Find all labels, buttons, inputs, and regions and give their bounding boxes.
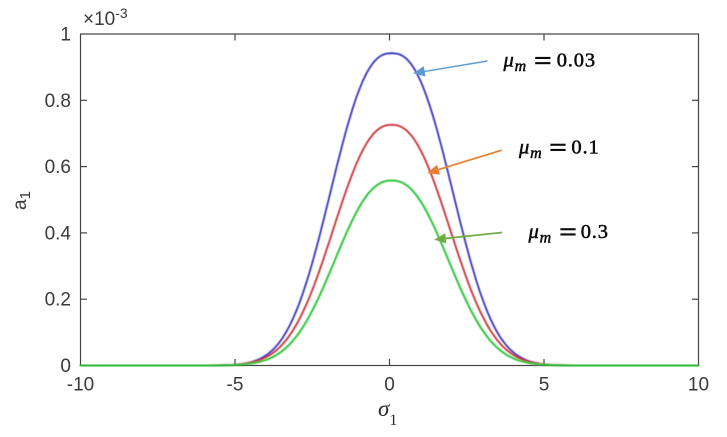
svg-text:0.1: 0.1 (571, 136, 599, 158)
svg-text:5: 5 (539, 375, 550, 396)
svg-text:σ1: σ1 (378, 396, 397, 429)
svg-text:0.6: 0.6 (45, 157, 71, 178)
svg-text:0.4: 0.4 (45, 223, 72, 244)
svg-text:0.3: 0.3 (581, 221, 609, 243)
svg-text:0.2: 0.2 (45, 290, 71, 311)
svg-text:-10: -10 (67, 375, 94, 396)
svg-text:0.03: 0.03 (557, 50, 596, 72)
svg-text:0: 0 (384, 375, 395, 396)
svg-text:×10-3: ×10-3 (83, 5, 128, 30)
svg-text:μm: μm (503, 50, 528, 76)
svg-text:0.8: 0.8 (45, 91, 71, 112)
svg-text:-5: -5 (227, 375, 244, 396)
svg-text:1: 1 (60, 25, 71, 46)
svg-text:μm: μm (518, 136, 543, 162)
svg-text:0: 0 (60, 356, 71, 377)
svg-text:μm: μm (528, 221, 553, 247)
svg-text:10: 10 (688, 375, 709, 396)
